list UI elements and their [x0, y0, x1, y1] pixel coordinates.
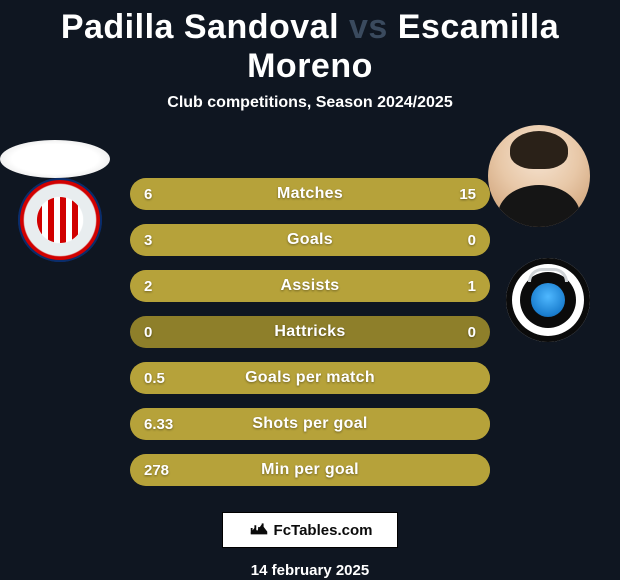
brand-badge[interactable]: FcTables.com	[222, 512, 398, 548]
stat-row: 0.5Goals per match	[130, 362, 490, 394]
brand-text: FcTables.com	[274, 522, 373, 539]
stat-value-left: 0	[130, 324, 200, 341]
stat-label: Shots per goal	[200, 415, 420, 433]
page-title: Padilla Sandoval vs Escamilla Moreno	[0, 8, 620, 86]
stat-value-left: 278	[130, 462, 200, 479]
stat-label: Goals per match	[200, 369, 420, 387]
stat-row: 6.33Shots per goal	[130, 408, 490, 440]
title-vs: vs	[349, 8, 388, 46]
stat-label: Goals	[200, 231, 420, 249]
title-player1: Padilla Sandoval	[61, 8, 339, 46]
stat-value-right: 15	[420, 186, 490, 203]
player1-club-crest	[18, 178, 102, 262]
stat-row: 6Matches15	[130, 178, 490, 210]
stat-value-right: 0	[420, 324, 490, 341]
stat-row: 2Assists1	[130, 270, 490, 302]
stat-label: Matches	[200, 185, 420, 203]
stat-row: 3Goals0	[130, 224, 490, 256]
stat-value-left: 0.5	[130, 370, 200, 387]
stats-rows: 6Matches153Goals02Assists10Hattricks00.5…	[130, 178, 490, 486]
stat-label: Min per goal	[200, 461, 420, 479]
player2-club-crest	[506, 258, 590, 342]
stat-value-left: 2	[130, 278, 200, 295]
stat-value-left: 6.33	[130, 416, 200, 433]
comparison-card: Padilla Sandoval vs Escamilla Moreno Clu…	[0, 0, 620, 580]
stat-label: Assists	[200, 277, 420, 295]
stat-value-left: 6	[130, 186, 200, 203]
player2-avatar	[488, 125, 590, 227]
stat-label: Hattricks	[200, 323, 420, 341]
stat-value-right: 1	[420, 278, 490, 295]
stat-value-left: 3	[130, 232, 200, 249]
player1-avatar	[0, 140, 110, 178]
stat-value-right: 0	[420, 232, 490, 249]
chart-icon	[248, 517, 270, 543]
date-text: 14 february 2025	[0, 562, 620, 579]
subtitle: Club competitions, Season 2024/2025	[0, 94, 620, 112]
stat-row: 0Hattricks0	[130, 316, 490, 348]
stat-row: 278Min per goal	[130, 454, 490, 486]
